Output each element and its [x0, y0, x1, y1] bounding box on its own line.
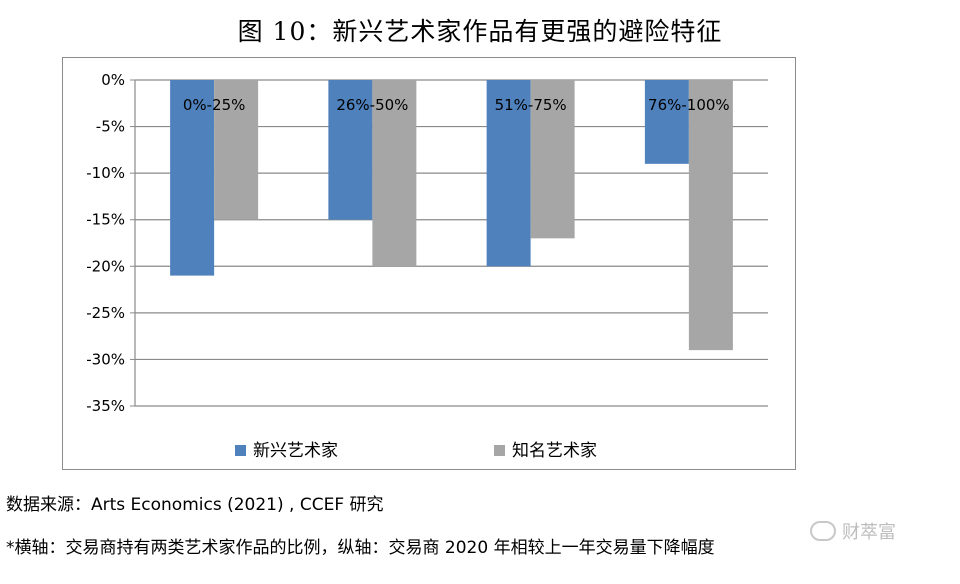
bar-established: [214, 80, 259, 220]
watermark-text: 财萃富: [842, 522, 896, 543]
category-label: 76%-100%: [648, 96, 730, 114]
y-tick-label: -15%: [86, 211, 125, 229]
legend-swatch: [235, 445, 246, 456]
category-label: 51%-75%: [495, 96, 567, 114]
watermark: 财萃富: [810, 518, 896, 544]
axis-note: *横轴：交易商持有两类艺术家作品的比例，纵轴：交易商 2020 年相较上一年交易…: [6, 538, 715, 558]
bar-established: [530, 80, 575, 239]
legend-swatch: [494, 445, 505, 456]
y-tick-label: -35%: [86, 397, 125, 415]
y-tick-label: -10%: [86, 164, 125, 182]
bar-emerging: [644, 80, 689, 164]
y-tick-label: -30%: [86, 350, 125, 368]
wechat-icon: [810, 521, 836, 541]
bar-established: [688, 80, 733, 351]
category-label: 26%-50%: [336, 96, 408, 114]
y-tick-label: 0%: [101, 71, 125, 89]
y-tick-label: -20%: [86, 257, 125, 275]
y-tick-label: -25%: [86, 304, 125, 322]
bar-emerging: [170, 80, 215, 276]
legend-label: 知名艺术家: [512, 441, 597, 461]
chart-title: 图 10：新兴艺术家作品有更强的避险特征: [237, 17, 723, 46]
bar-established: [372, 80, 417, 267]
bar-emerging: [328, 80, 373, 220]
bar-emerging: [486, 80, 531, 267]
legend-label: 新兴艺术家: [253, 441, 338, 461]
category-label: 0%-25%: [183, 96, 246, 114]
y-tick-label: -5%: [96, 118, 125, 136]
source-note: 数据来源：Arts Economics (2021) , CCEF 研究: [6, 495, 384, 515]
